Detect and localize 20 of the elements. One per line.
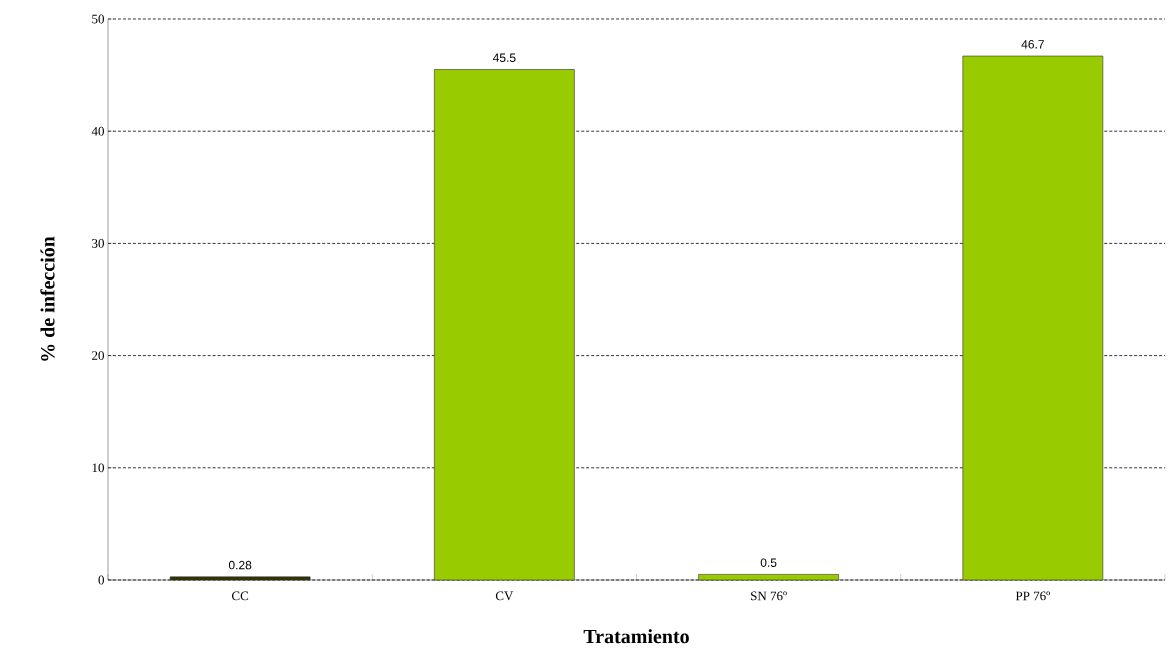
data-label: 0.28	[228, 560, 252, 570]
y-tick-label: 20	[92, 351, 104, 360]
x-tick-label: PP 76º	[1015, 591, 1050, 601]
y-axis-title: % de infección	[40, 236, 55, 361]
y-tick-label: 0	[98, 575, 104, 585]
y-tick-label: 30	[92, 239, 104, 248]
bar	[962, 55, 1104, 581]
data-label: 45.5	[492, 53, 516, 62]
x-axis-title: Tratamiento	[583, 629, 689, 644]
data-label: 0.5	[760, 558, 777, 567]
x-tick-label: CV	[495, 591, 514, 601]
y-tick-label: 10	[92, 463, 104, 473]
y-tick-label: 50	[92, 14, 104, 24]
y-tick-label: 40	[91, 126, 104, 136]
data-label: 46.7	[1021, 40, 1044, 49]
x-tick-label: CC	[231, 591, 249, 601]
bar	[434, 69, 575, 581]
x-tick-label: SN 76º	[751, 591, 787, 601]
bar	[698, 574, 839, 581]
bar	[169, 576, 311, 581]
